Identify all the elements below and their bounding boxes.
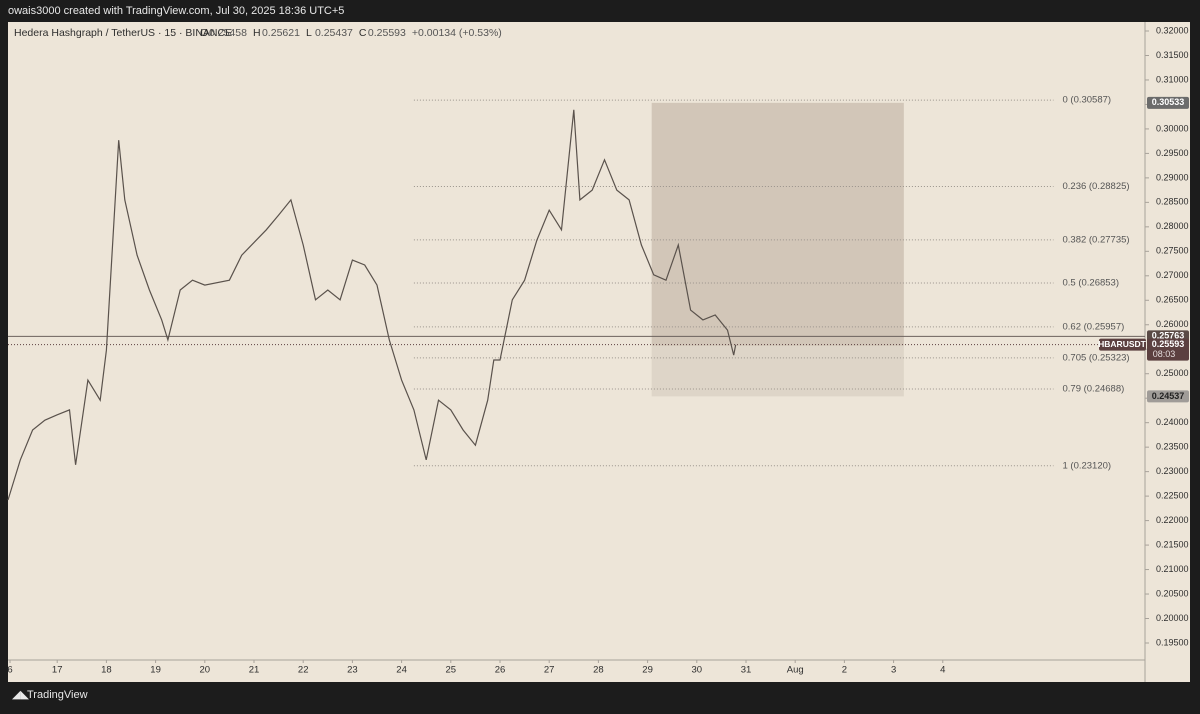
y-tick-label: 0.21000	[1156, 564, 1189, 574]
y-tick-label: 0.20000	[1156, 613, 1189, 623]
price-tag-label: 0.30533	[1152, 97, 1185, 107]
credit: owais3000 created with TradingView.com, …	[8, 5, 344, 17]
ohlc-value: 0.25458	[209, 27, 247, 39]
x-tick-label: 26	[495, 665, 506, 676]
price-tag-label: 0.24537	[1152, 391, 1185, 401]
plot: 0 (0.30587) 0.236 (0.28825) 0.382 (0.27735…	[7, 95, 1145, 501]
ohlc-key: H	[253, 27, 261, 39]
brand: TradingView	[27, 689, 88, 701]
y-tick-label: 0.23000	[1156, 466, 1189, 476]
ohlc-key: L	[306, 27, 312, 39]
x-tick-label: 29	[642, 665, 653, 676]
box-upper	[651, 102, 904, 346]
countdown: 08:03	[1153, 349, 1176, 359]
x-tick-label: 21	[249, 665, 260, 676]
x-tick-label: 27	[544, 665, 555, 676]
last-price-label: 0.25593	[1152, 339, 1185, 349]
y-tick-label: 0.28500	[1156, 197, 1189, 207]
y-tick-label: 0.25000	[1156, 368, 1189, 378]
y-tick-label: 0.23500	[1156, 442, 1189, 452]
ohlc-key: C	[359, 27, 367, 39]
y-tick-label: 0.22000	[1156, 515, 1189, 525]
chart-title: Hedera Hashgraph / TetherUS · 15 · BINAN…	[14, 27, 232, 39]
x-tick-label: 17	[52, 665, 63, 676]
x-tick-label: 3	[891, 665, 896, 676]
x-tick-label: 20	[200, 665, 211, 676]
change: +0.00134 (+0.53%)	[412, 27, 502, 39]
y-tick-label: 0.31500	[1156, 50, 1189, 60]
price-line	[7, 109, 737, 501]
y-tick-label: 0.26000	[1156, 319, 1189, 329]
x-tick-label: 23	[347, 665, 358, 676]
y-tick-label: 0.30000	[1156, 123, 1189, 133]
x-tick-label: 6	[7, 665, 12, 676]
x-tick-label: 19	[150, 665, 161, 676]
x-tick-label: 18	[101, 665, 112, 676]
y-tick-label: 0.31000	[1156, 74, 1189, 84]
fib-label: 1 (0.23120)	[1062, 460, 1111, 471]
y-tick-label: 0.20500	[1156, 588, 1189, 598]
fib-label: 0.62 (0.25957)	[1062, 321, 1124, 332]
price-tag	[1147, 390, 1189, 403]
x-tick-label: 22	[298, 665, 309, 676]
y-tick-label: 0.22500	[1156, 490, 1189, 500]
box-lower	[651, 345, 904, 397]
y-tick-label: 0.29000	[1156, 172, 1189, 182]
price-tag	[1147, 96, 1189, 109]
x-tick-label: 24	[396, 665, 407, 676]
fib-label: 0.5 (0.26853)	[1062, 278, 1119, 289]
x-tick-label: Aug	[787, 665, 804, 676]
y-tick-label: 0.27500	[1156, 246, 1189, 256]
x-tick-label: 28	[593, 665, 604, 676]
x-tick-label: 2	[842, 665, 847, 676]
x-tick-label: 25	[446, 665, 457, 676]
fib-label: 0.382 (0.27735)	[1062, 234, 1129, 245]
y-tick-label: 0.29500	[1156, 148, 1189, 158]
fib-label: 0.705 (0.25323)	[1062, 352, 1129, 363]
panel	[8, 22, 1190, 682]
symbol-tag-label: HBARUSDT	[1098, 339, 1147, 349]
ohlc-value: 0.25593	[368, 27, 406, 39]
ohlc-value: 0.25437	[315, 27, 353, 39]
fib-label: 0.79 (0.24688)	[1062, 384, 1124, 395]
y-tick-label: 0.27000	[1156, 270, 1189, 280]
x-tick-label: 4	[940, 665, 945, 676]
x-tick-label: 31	[741, 665, 752, 676]
y-tick-label: 0.19500	[1156, 637, 1189, 647]
y-tick-label: 0.32000	[1156, 25, 1189, 35]
y-tick-label: 0.21500	[1156, 539, 1189, 549]
symbol-tag	[1099, 338, 1146, 351]
price-tag-label: 0.25763	[1152, 331, 1185, 341]
y-tick-label: 0.24000	[1156, 417, 1189, 427]
y-tick-label: 0.26500	[1156, 295, 1189, 305]
last-price-tag	[1147, 338, 1189, 361]
y-tick-label: 0.28000	[1156, 221, 1189, 231]
brand-logo: ◢◣	[12, 689, 29, 701]
ohlc-key: O	[200, 27, 208, 39]
x-tick-label: 30	[692, 665, 703, 676]
fib-label: 0 (0.30587)	[1062, 95, 1111, 106]
fib-label: 0.236 (0.28825)	[1062, 181, 1129, 192]
ohlc-value: 0.25621	[262, 27, 300, 39]
